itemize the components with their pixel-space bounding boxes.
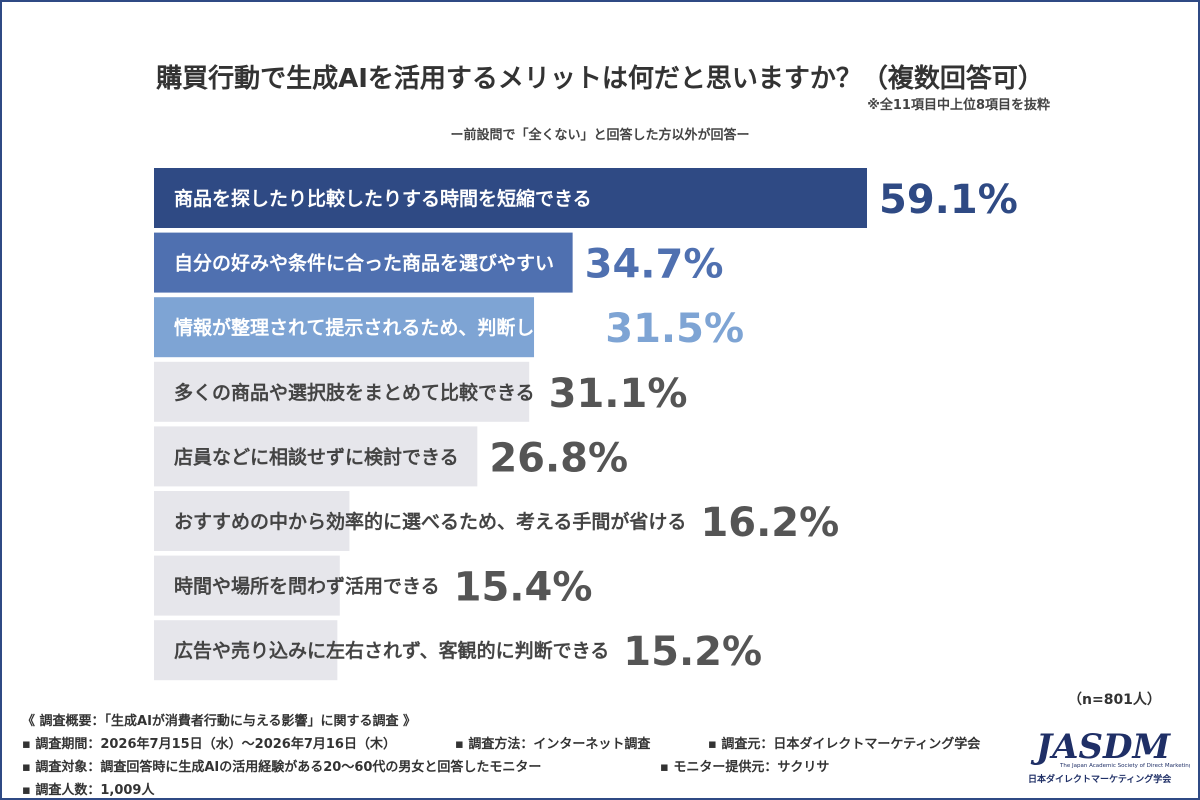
survey-source: ▪ 調査元：日本ダイレクトマーケティング学会 [708,737,981,752]
logo-wordmark: JASDM [1030,727,1172,767]
survey-method: ▪ 調査方法：インターネット調査 [455,737,651,752]
bar-7 [154,555,340,616]
bar-1 [154,168,867,228]
value-label-6: 16.2% [700,500,839,546]
chart-note: ※全11項目中上位8項目を抜粋 [867,98,1050,113]
value-label-1: 59.1% [879,177,1018,223]
logo-tagline: The Japan Academic Society of Direct Mar… [1059,763,1190,769]
chart-title: 購買行動で生成AIを活用するメリットは何だと思いますか？（複数回答可） [156,64,1044,94]
survey-period: ▪ 調査期間：2026年7月15日（水）〜2026年7月16日（木） [22,737,396,752]
bar-4 [154,361,530,422]
value-label-7: 15.4% [454,565,593,611]
logo-caption: 日本ダイレクトマーケティング学会 [1028,775,1172,785]
bar-8 [154,620,338,681]
bar-3 [154,297,535,358]
category-label-2: 自分の好みや条件に合った商品を選びやすい [174,252,554,275]
bar-5 [154,426,478,487]
sample-size: （n=801人） [1068,692,1161,708]
value-label-4: 31.1% [549,371,688,417]
survey-target: ▪ 調査対象：調査回答時に生成AIの活用経験がある20〜60代の男女と回答したモ… [22,760,542,775]
value-label-3: 31.5% [605,306,744,352]
category-label-8: 広告や売り込みに左右されず、客観的に判断できる [174,639,609,662]
value-label-5: 26.8% [489,435,628,481]
monitor-provider: ▪ モニター提供元：サクリサ [660,760,830,775]
bar-2 [154,232,573,293]
chart-subtitle: ー前設問で「全くない」と回答した方以外が回答ー [450,128,750,143]
category-label-4: 多くの商品や選択肢をまとめて比較できる [174,381,535,404]
category-label-6: おすすめの中から効率的に選べるため、考える手間が省ける [174,510,686,533]
value-label-8: 15.2% [623,629,762,675]
category-label-5: 店員などに相談せずに検討できる [174,445,459,468]
survey-count: ▪ 調査人数：1,009人 [22,783,155,798]
category-label-1: 商品を探したり比較したりする時間を短縮できる [174,187,592,210]
jasdm-logo: JASDM The Japan Academic Society of Dire… [1030,727,1190,769]
survey-overview: 《 調査概要：「生成AIが消費者行動に与える影響」に関する調査 》 [22,714,417,729]
category-label-7: 時間や場所を問わず活用できる [174,575,440,598]
value-label-2: 34.7% [585,242,724,288]
bar-6 [154,491,350,551]
category-label-3: 情報が整理されて提示されるため、判断しやすい [174,316,591,339]
